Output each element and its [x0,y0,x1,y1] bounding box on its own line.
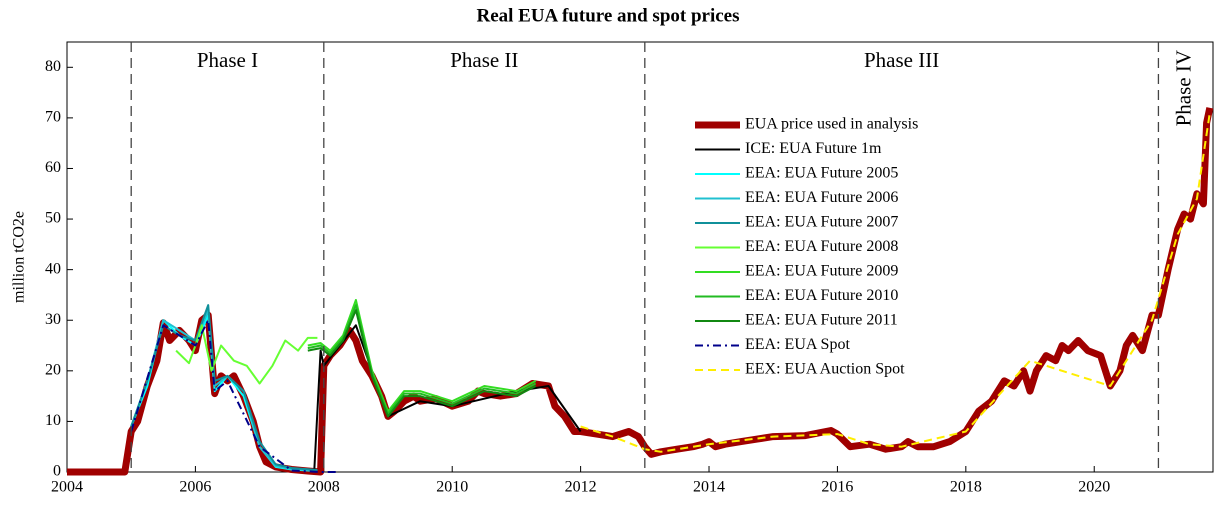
x-tick-label: 2004 [51,479,83,496]
x-tick-label: 2018 [950,479,982,496]
x-tick-label: 2020 [1078,479,1110,496]
x-tick-label: 2008 [308,479,340,496]
series-line [130,309,318,472]
y-tick-label: 20 [45,361,61,378]
y-tick-label: 0 [53,463,61,480]
legend-label: EEA: EUA Future 2008 [745,238,898,255]
series-line [175,324,318,385]
y-tick-label: 30 [45,311,61,328]
legend-label: EEA: EUA Future 2010 [745,287,898,304]
series-line [67,107,1214,476]
x-tick-label: 2010 [436,479,468,496]
y-tick-label: 40 [45,260,61,277]
series-line [580,112,1211,453]
y-axis-label: million tCO2e [11,211,28,303]
legend-label: EEX: EUA Auction Spot [745,361,905,378]
plot-frame [66,41,1214,473]
phase-label: Phase II [450,48,518,72]
y-tick-label: 80 [45,58,61,75]
y-tick-label: 70 [45,109,61,126]
legend-label: EEA: EUA Future 2009 [745,263,898,280]
legend-label: EEA: EUA Spot [745,336,850,353]
legend-label: EEA: EUA Future 2006 [745,189,898,206]
chart-title: Real EUA future and spot prices [476,5,739,26]
y-tick-label: 10 [45,412,61,429]
phase-label: Phase IV [1172,50,1196,126]
legend-label: EUA price used in analysis [745,116,918,133]
x-tick-label: 2014 [693,479,725,496]
y-tick-label: 60 [45,159,61,176]
phase-label: Phase III [864,48,939,72]
legend-label: EEA: EUA Future 2007 [745,214,898,231]
x-tick-label: 2016 [821,479,853,496]
x-tick-label: 2006 [179,479,211,496]
y-tick-label: 50 [45,210,61,227]
legend-label: ICE: EUA Future 1m [745,140,882,157]
legend-label: EEA: EUA Future 2011 [745,312,898,329]
legend-label: EEA: EUA Future 2005 [745,165,898,182]
series-line [130,319,337,473]
phase-label: Phase I [197,48,258,72]
series-line [307,309,537,418]
x-tick-label: 2012 [565,479,597,496]
